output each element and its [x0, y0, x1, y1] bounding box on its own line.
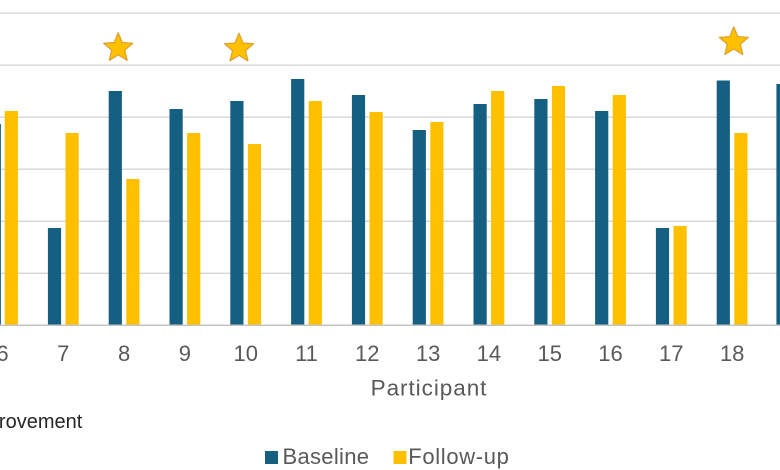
- svg-text:18: 18: [720, 341, 744, 366]
- svg-text:13: 13: [416, 341, 440, 366]
- svg-text:8: 8: [118, 341, 130, 366]
- svg-text:11: 11: [295, 341, 318, 366]
- svg-text:Follow-up: Follow-up: [408, 444, 509, 469]
- svg-text:10: 10: [233, 341, 257, 366]
- svg-text:9: 9: [179, 341, 191, 366]
- svg-text:6: 6: [0, 341, 9, 366]
- svg-text:12: 12: [355, 341, 379, 366]
- svg-text:7: 7: [57, 341, 69, 366]
- svg-text:17: 17: [659, 341, 683, 366]
- svg-text:14: 14: [477, 341, 501, 366]
- svg-text:15: 15: [537, 341, 561, 366]
- svg-text:Participant: Participant: [371, 376, 488, 401]
- svg-text:Baseline: Baseline: [283, 444, 370, 469]
- svg-text:16: 16: [598, 341, 622, 366]
- svg-text:improvement: improvement: [0, 411, 83, 433]
